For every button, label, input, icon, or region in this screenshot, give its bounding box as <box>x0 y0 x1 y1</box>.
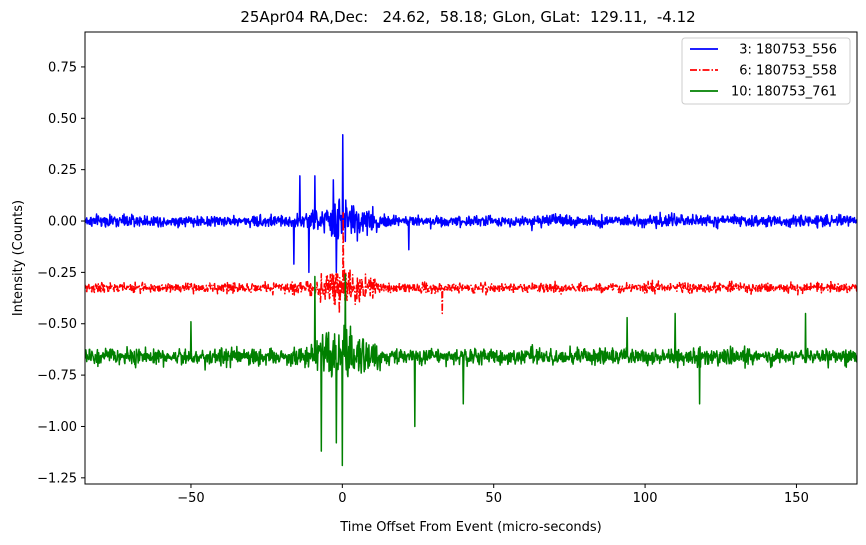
y-tick-label: −0.25 <box>37 266 77 281</box>
series-layer <box>85 133 857 467</box>
y-axis: 0.75 0.50 0.25 0.00 −0.25 −0.50 −0.75 −1.00 −1.2… <box>37 60 85 486</box>
y-tick-label: −1.00 <box>37 420 77 435</box>
y-tick-label: 0.25 <box>48 163 77 178</box>
chart-title: 25Apr04 RA,Dec: 24.62, 58.18; GLon, GLat… <box>240 8 695 26</box>
legend-label-3: 10: 180753_761 <box>731 85 837 100</box>
y-tick-label: −0.75 <box>37 369 77 384</box>
x-axis-label: Time Offset From Event (micro-seconds) <box>339 520 602 535</box>
y-tick-label: −0.50 <box>37 317 77 332</box>
series-line-3 <box>85 273 857 467</box>
y-tick-label: 0.00 <box>48 215 77 230</box>
x-tick-label: 150 <box>784 491 809 506</box>
series-line-2 <box>85 212 857 315</box>
y-tick-label: 0.50 <box>48 112 77 127</box>
x-tick-label: 100 <box>633 491 658 506</box>
x-tick-label: 0 <box>338 491 346 506</box>
legend-label-2: 6: 180753_558 <box>731 64 837 79</box>
x-tick-label: −50 <box>177 491 204 506</box>
x-axis: −50 0 50 100 150 <box>177 484 809 506</box>
y-axis-label: Intensity (Counts) <box>11 200 26 316</box>
legend-label-1: 3: 180753_556 <box>731 43 837 58</box>
x-tick-label: 50 <box>485 491 502 506</box>
series-line-1 <box>85 133 857 274</box>
y-tick-label: 0.75 <box>48 60 77 75</box>
legend-box <box>681 37 851 105</box>
plot-area-frame <box>84 31 858 485</box>
y-tick-label: −1.25 <box>37 471 77 486</box>
legend: 3: 180753_556 6: 180753_558 10: 180753_76… <box>681 37 851 105</box>
